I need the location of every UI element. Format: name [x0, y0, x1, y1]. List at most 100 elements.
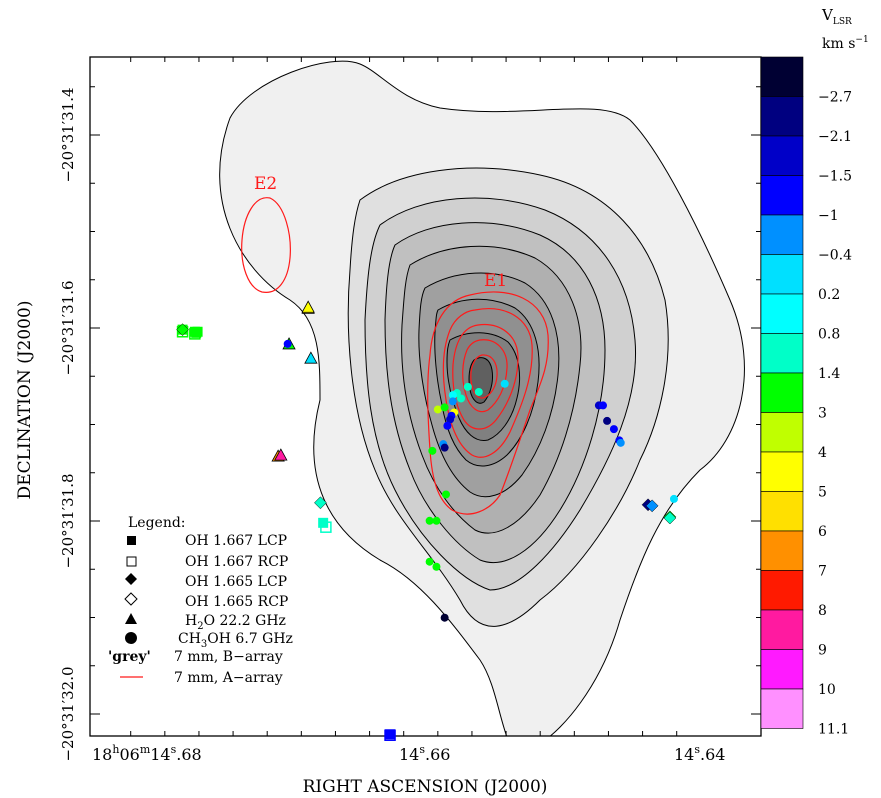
- x-tick-labels: 18h06m14s.68 14s.66 14s.64: [92, 743, 725, 764]
- grey-contours: [219, 60, 745, 736]
- legend-grey-label: 'grey': [108, 649, 151, 665]
- colorbar-swatch: [760, 530, 804, 571]
- maser-ch3oh: [428, 446, 437, 455]
- legend-entry: OH 1.667 RCP: [185, 554, 288, 570]
- maser-ch3oh: [500, 379, 509, 388]
- maser-oh1667-rcp: [384, 729, 396, 741]
- legend-title: Legend:: [128, 515, 186, 531]
- colorbar-label: 1.4: [818, 366, 840, 382]
- maser-ch3oh: [463, 382, 472, 391]
- colorbar-swatch: [760, 412, 804, 453]
- maser-ch3oh: [425, 516, 434, 525]
- legend-symbol-open-square: [126, 556, 137, 567]
- colorbar-swatch: [760, 175, 804, 216]
- red-contour-e1-3: [452, 323, 519, 430]
- colorbar-label: 11.1: [818, 722, 849, 738]
- colorbar-swatch: [760, 491, 804, 532]
- legend-entry: OH 1.665 LCP: [185, 574, 287, 590]
- colorbar-label: −2.7: [818, 90, 852, 106]
- maser-ch3oh: [283, 339, 292, 348]
- maser-ch3oh: [443, 421, 452, 430]
- maser-oh1665-lcp: [314, 496, 327, 510]
- colorbar-label: 7: [818, 564, 827, 580]
- red-contour-e1-outer: [427, 291, 549, 515]
- maser-ch3oh: [440, 613, 449, 622]
- maser-ch3oh: [425, 557, 434, 566]
- maser-oh1665-lcp: [663, 511, 677, 525]
- colorbar-label: −2.1: [818, 129, 852, 145]
- legend-symbol-filled-square: [127, 536, 136, 545]
- colorbar-swatch: [760, 451, 804, 492]
- colorbar-label: −0.4: [818, 248, 852, 264]
- colorbar-label: −1: [818, 208, 839, 224]
- legend-symbol-filled-diamond: [125, 573, 137, 585]
- maser-ch3oh: [440, 443, 449, 452]
- maser-ch3oh: [457, 394, 466, 403]
- maser-ch3oh: [440, 403, 449, 412]
- maser-ch3oh: [442, 490, 451, 499]
- red-contour-e1-2: [442, 308, 533, 458]
- colorbar-label: 5: [818, 485, 827, 501]
- maser-oh1667-lcp: [192, 326, 203, 337]
- colorbar: −2.7 −2.1 −1.5 −1 −0.4 0.2 0.8 1.4 3 4 5 6 7 8 9 10 11.1: [760, 56, 852, 738]
- colorbar-label: 10: [818, 682, 836, 698]
- region-label-e1: E1: [484, 271, 507, 291]
- x-axis-label: RIGHT ASCENSION (J2000): [303, 777, 548, 797]
- y-tick-label: −20°31′31.4: [59, 87, 77, 182]
- maser-h2o: [301, 300, 315, 313]
- legend-symbol-triangle: [125, 613, 137, 624]
- x-tick-label: 18h06m14s.68: [92, 743, 202, 764]
- maser-ch3oh: [448, 397, 457, 406]
- colorbar-swatch: [760, 649, 804, 690]
- x-tick-label: 14s.64: [674, 743, 725, 764]
- maser-oh1667-lcp: [385, 729, 396, 740]
- maser-ch3oh: [616, 438, 625, 447]
- colorbar-swatch: [760, 372, 804, 413]
- colorbar-swatch: [760, 56, 804, 97]
- colorbar-label: −1.5: [818, 169, 852, 185]
- legend-symbol-circle: [125, 632, 137, 644]
- colorbar-swatch: [760, 96, 804, 137]
- y-tick-label: −20°31′31.6: [59, 280, 77, 375]
- maser-points: [176, 300, 678, 741]
- maser-ch3oh: [448, 391, 457, 400]
- legend-entry: 7 mm, B−array: [174, 649, 283, 665]
- colorbar-title: VLSR: [821, 6, 852, 27]
- maser-ch3oh: [446, 415, 455, 424]
- colorbar-swatch: [760, 570, 804, 611]
- maser-ch3oh: [603, 416, 612, 425]
- maser-ch3oh: [609, 425, 618, 434]
- maser-h2o: [274, 448, 288, 461]
- legend-entry: OH 1.667 LCP: [185, 533, 287, 549]
- colorbar-swatch: [760, 333, 804, 374]
- legend-entry: OH 1.665 RCP: [185, 594, 288, 610]
- maser-ch3oh: [432, 516, 441, 525]
- maser-oh1665-lcp: [176, 323, 189, 336]
- red-contours: [241, 197, 549, 515]
- region-label-e2: E2: [254, 174, 277, 194]
- colorbar-swatch: [760, 688, 804, 729]
- legend-entry: H2O 22.2 GHz: [185, 613, 286, 632]
- red-contour-e1-4: [462, 339, 508, 413]
- colorbar-swatch: [760, 135, 804, 176]
- y-tick-label: −20°31′32.0: [59, 666, 77, 761]
- y-tick-labels: −20°31′31.4 −20°31′31.6 −20°31′31.8 −20°…: [59, 87, 77, 761]
- colorbar-label: 0.2: [818, 287, 840, 303]
- legend-symbol-open-diamond: [124, 592, 138, 606]
- maser-ch3oh: [432, 562, 441, 571]
- colorbar-swatch: [760, 293, 804, 334]
- red-contour-e1-5: [470, 354, 498, 399]
- maser-ch3oh: [669, 494, 678, 503]
- colorbar-label: 6: [818, 524, 827, 540]
- colorbar-swatch: [760, 254, 804, 295]
- maser-oh1667-rcp: [320, 521, 332, 533]
- legend-entry: 7 mm, A−array: [174, 670, 283, 686]
- colorbar-unit: km s−1: [822, 35, 869, 52]
- maser-h2o: [304, 351, 318, 364]
- red-contour-e2: [241, 197, 291, 293]
- y-tick-label: −20°31′31.8: [59, 473, 77, 568]
- y-axis-label: DECLINATION (J2000): [15, 301, 35, 500]
- colorbar-label: 4: [818, 445, 827, 461]
- colorbar-label: 9: [818, 643, 827, 659]
